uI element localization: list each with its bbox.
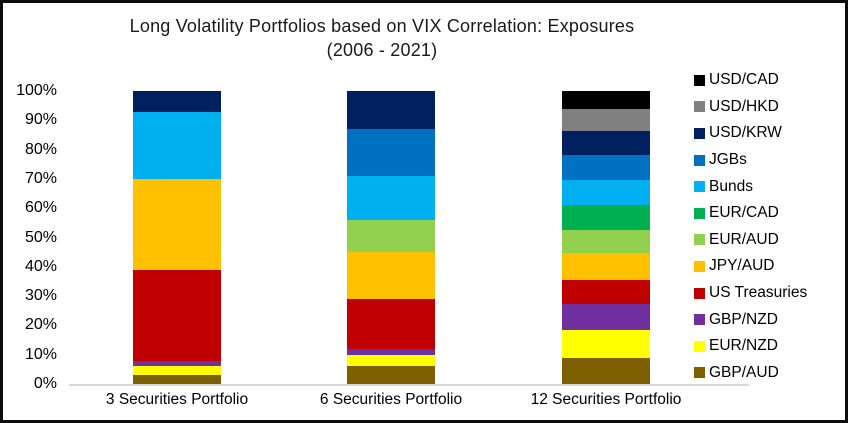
legend-swatch-icon [694,340,705,352]
bar-segment-us-treasuries [562,280,650,305]
legend-swatch-icon [694,260,705,272]
legend-swatch-icon [694,314,705,326]
bar-segment-eur-nzd [133,366,221,376]
legend-item-usd-krw: USD/KRW [694,120,807,147]
x-axis-label-6-securities-portfolio: 6 Securities Portfolio [319,391,463,408]
legend-item-gbp-aud: GBP/AUD [694,360,807,387]
bar-segment-usd-cad [562,91,650,110]
legend-swatch-icon [694,101,705,113]
legend-label: USD/KRW [709,124,782,142]
legend-item-bunds: Bunds [694,173,807,200]
legend-label: EUR/CAD [709,204,779,222]
legend-swatch-icon [694,234,705,246]
legend-label: US Treasuries [709,284,808,302]
y-axis-tick-label: 10% [24,345,57,363]
legend-swatch-icon [694,127,705,139]
legend-swatch-icon [694,207,705,219]
chart-title-block: Long Volatility Portfolios based on VIX … [3,14,761,62]
x-axis-line [69,384,749,386]
legend-label: USD/HKD [709,97,779,115]
bar-segment-usd-krw [347,91,435,130]
chart-subtitle: (2006 - 2021) [326,40,438,60]
legend-item-usd-hkd: USD/HKD [694,94,807,121]
y-axis-tick-label: 20% [24,316,57,334]
legend-label: Bunds [709,177,753,195]
legend-item-eur-nzd: EUR/NZD [694,333,807,360]
bar-segment-eur-nzd [562,330,650,358]
legend-label: EUR/NZD [709,337,778,355]
legend-swatch-icon [694,367,705,379]
bar-segment-usd-krw [133,91,221,112]
bar-segment-us-treasuries [133,269,221,361]
legend-label: GBP/AUD [709,363,779,381]
bar-segment-gbp-nzd [133,360,221,367]
bar-segment-bunds [562,179,650,205]
bar-segment-jgbs [347,129,435,176]
bar-segment-eur-aud [347,219,435,253]
y-axis-tick-label: 60% [24,199,57,217]
legend-item-jgbs: JGBs [694,147,807,174]
y-axis-tick-label: 50% [24,228,57,246]
y-axis-tick-label: 90% [24,111,57,129]
bar-segment-gbp-aud [347,366,435,384]
y-axis-tick-label: 0% [33,375,57,392]
bar-segment-gbp-nzd [347,348,435,355]
bar-segment-us-treasuries [347,299,435,349]
y-axis-tick-label: 80% [24,140,57,158]
legend-label: USD/CAD [709,71,779,89]
bar-segment-bunds [133,111,221,179]
y-axis-tick-label: 40% [24,257,57,275]
legend-item-jpy-aud: JPY/AUD [694,253,807,280]
y-axis-tick-label: 70% [24,169,57,187]
chart-title: Long Volatility Portfolios based on VIX … [129,16,635,36]
bar-segment-jgbs [562,155,650,180]
legend-item-eur-aud: EUR/AUD [694,227,807,254]
legend-item-us-treasuries: US Treasuries [694,280,807,307]
bar-segment-gbp-aud [133,375,221,384]
bar-segment-usd-krw [562,131,650,156]
bar-segment-jpy-aud [562,252,650,281]
stacked-bar-3-securities-portfolio [133,91,221,384]
legend-item-usd-cad: USD/CAD [694,67,807,94]
legend: USD/CAD USD/HKD USD/KRW JGBs Bunds EUR/CAD EUR… [694,67,807,386]
legend-swatch-icon [694,287,705,299]
legend-item-gbp-nzd: GBP/NZD [694,306,807,333]
bar-segment-usd-hkd [562,109,650,132]
bar-segment-eur-cad [562,204,650,230]
legend-swatch-icon [694,154,705,166]
y-axis-tick-label: 30% [24,287,57,305]
x-axis-label-3-securities-portfolio: 3 Securities Portfolio [105,391,249,408]
legend-label: JGBs [709,151,747,169]
bar-segment-eur-nzd [347,354,435,367]
legend-swatch-icon [694,181,705,193]
legend-label: EUR/AUD [709,230,779,248]
legend-label: GBP/NZD [709,310,778,328]
bar-segment-jpy-aud [347,252,435,300]
bar-segment-gbp-nzd [562,304,650,331]
x-axis-label-12-securities-portfolio: 12 Securities Portfolio [530,391,682,408]
bar-segment-jpy-aud [133,178,221,270]
bar-segment-eur-aud [562,229,650,253]
stacked-bar-12-securities-portfolio [562,91,650,384]
legend-swatch-icon [694,74,705,86]
bar-segment-gbp-aud [562,357,650,384]
stacked-bar-6-securities-portfolio [347,91,435,384]
legend-item-eur-cad: EUR/CAD [694,200,807,227]
legend-label: JPY/AUD [709,257,775,275]
bar-segment-bunds [347,175,435,220]
y-axis-tick-label: 100% [16,82,57,99]
